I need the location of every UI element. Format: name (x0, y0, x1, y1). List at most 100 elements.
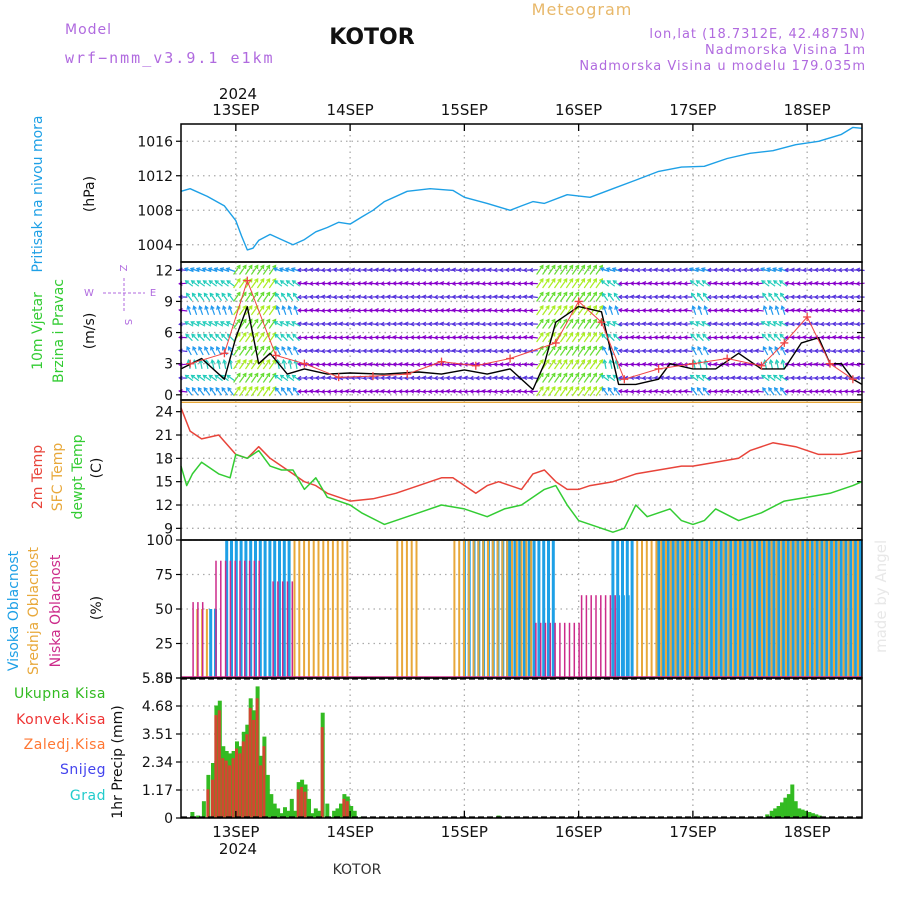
precip-conv-bar (242, 741, 245, 818)
precip-conv-bar (206, 789, 209, 818)
precip-total-bar (266, 775, 270, 818)
precip-conv-bar (342, 799, 345, 818)
ytick-label: 25 (155, 637, 173, 653)
ytick-label: 12 (155, 263, 173, 279)
temp-ylabel-2m: 2m Temp (30, 445, 46, 509)
day-label-bottom: 13SEP (212, 823, 259, 841)
precip-conv-bar (245, 734, 248, 818)
day-label-top: 14SEP (327, 101, 374, 119)
ytick-label: 5.85 (142, 671, 173, 687)
lonlat-label: lon,lat (18.7312E, 42.4875N) (649, 27, 866, 42)
ytick-label: 0 (164, 811, 173, 827)
ytick-label: 1.17 (142, 783, 173, 799)
ytick-label: 50 (155, 602, 173, 618)
product-title: Meteogram (532, 0, 633, 19)
elevation-label: Nadmorska Visina 1m (705, 43, 866, 58)
precip-conv-bar (300, 787, 303, 818)
ytick-label: 18 (155, 451, 173, 467)
precip-legend-entry: Konvek.Kisa (16, 712, 106, 728)
ytick-label: 4.68 (142, 699, 173, 715)
ytick-label: 3.51 (142, 727, 173, 743)
precip-total-bar (290, 799, 294, 818)
precip-legend-entry: Grad (70, 788, 106, 804)
day-label-bottom: 14SEP (327, 823, 374, 841)
cloud-ylabel-mid: Srednja Oblacnost (26, 547, 42, 675)
precip-total-bar (794, 801, 798, 818)
day-label-bottom: 18SEP (784, 823, 831, 841)
precip-conv-bar (262, 746, 265, 818)
ytick-label: 100 (146, 533, 173, 549)
precip-total-bar (269, 794, 273, 818)
precip-conv-bar (225, 761, 228, 818)
cloud-ylabel-high: Visoka Oblacnost (6, 550, 22, 671)
station-title: KOTOR (329, 25, 414, 50)
day-label-top: 16SEP (555, 101, 602, 119)
temp-ylabel-sfc: SFC Temp (50, 443, 66, 512)
day-label-top: 18SEP (784, 101, 831, 119)
precip-conv-bar (232, 758, 235, 818)
ytick-label: 24 (155, 405, 173, 421)
ytick-label: 9 (164, 294, 173, 310)
ytick-label: 3 (164, 357, 173, 373)
precip-total-bar (202, 801, 206, 818)
model-name: wrf−nmm_v3.9.1 e1km (65, 49, 275, 67)
bottom-year-label: 2024 (219, 840, 257, 858)
day-label-bottom: 17SEP (669, 823, 716, 841)
day-label-top: 15SEP (441, 101, 488, 119)
precip-conv-bar (256, 698, 259, 818)
day-label-bottom: 15SEP (441, 823, 488, 841)
temp-unit: (C) (89, 458, 105, 479)
precip-conv-bar (252, 720, 255, 818)
day-label-top: 17SEP (669, 101, 716, 119)
precip-conv-bar (297, 789, 300, 818)
wind-ylabel-2: Brzina i Pravac (51, 279, 67, 383)
pressure-unit: (hPa) (82, 176, 98, 212)
footer-station: KOTOR (333, 862, 382, 878)
ytick-label: 6 (164, 326, 173, 342)
temp-ylabel-dewpt: dewpt Temp (70, 434, 86, 519)
precip-ylabel: 1hr Precip (mm) (110, 705, 126, 818)
precip-conv-bar (214, 715, 217, 818)
ytick-label: 1008 (137, 203, 173, 219)
precip-conv-bar (304, 792, 307, 818)
precip-conv-bar (211, 780, 214, 818)
ytick-label: 75 (155, 568, 173, 584)
precip-conv-bar (235, 749, 238, 818)
wind-unit: (m/s) (82, 313, 98, 350)
precip-conv-bar (228, 765, 231, 818)
precip-total-bar (783, 798, 787, 818)
precip-conv-bar (346, 801, 349, 818)
precip-conv-bar (238, 753, 241, 818)
ytick-label: 1012 (137, 169, 173, 185)
precip-legend-entry: Ukupna Kisa (14, 686, 106, 702)
precip-total-bar (325, 804, 329, 818)
model-label: Model (65, 22, 112, 38)
ytick-label: 1016 (137, 134, 173, 150)
compass-letter: W (84, 288, 94, 299)
wind-ylabel-1: 10m Vjetar (30, 292, 46, 370)
precip-conv-bar (321, 727, 324, 818)
ytick-label: 15 (155, 475, 173, 491)
ytick-label: 21 (155, 428, 173, 444)
compass-letter: Z (117, 265, 128, 272)
precip-legend-entry: Zaledj.Kisa (24, 737, 106, 753)
ytick-label: 12 (155, 498, 173, 514)
ytick-label: 2.34 (142, 755, 173, 771)
cloud-ylabel-low: Niska Oblacnost (48, 554, 64, 667)
day-label-top: 13SEP (212, 101, 259, 119)
ytick-label: 1004 (137, 238, 173, 254)
precip-conv-bar (221, 758, 224, 818)
precip-conv-bar (259, 765, 262, 818)
precip-conv-bar (218, 710, 221, 818)
compass-letter: E (150, 288, 156, 299)
compass-letter: S (122, 319, 133, 325)
day-label-bottom: 16SEP (555, 823, 602, 841)
watermark: made by Angel (872, 540, 890, 653)
cloud-unit: (%) (89, 596, 105, 620)
pressure-ylabel: Pritisak na nivou mora (30, 115, 46, 272)
ytick-label: 0 (164, 388, 173, 404)
precip-legend-entry: Snijeg (60, 762, 106, 778)
model-elevation-label: Nadmorska Visina u modelu 179.035m (579, 59, 866, 74)
